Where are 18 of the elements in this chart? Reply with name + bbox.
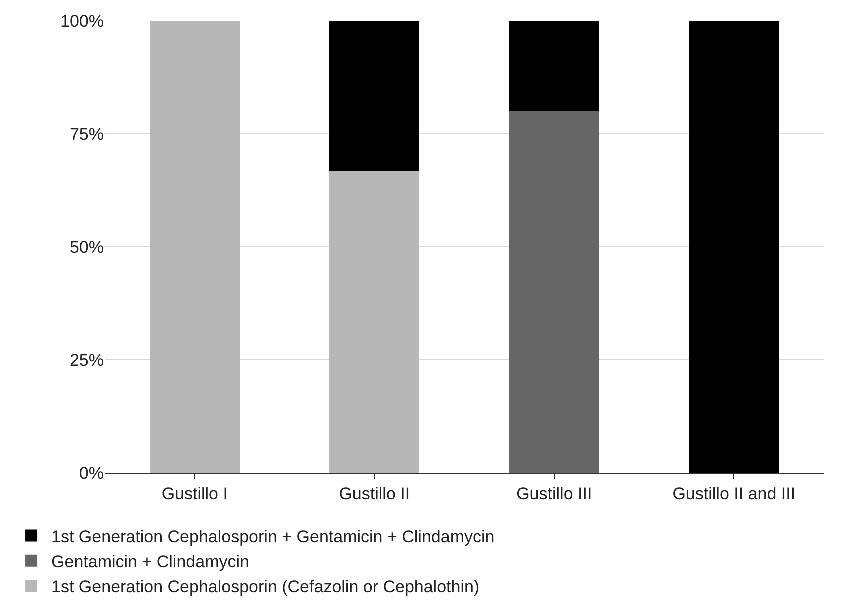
bar [330,172,420,473]
x-tick-label: Gustillo I [162,484,228,504]
legend-label: 1st Generation Cephalosporin (Cefazolin or Cephalothin) [52,578,480,597]
x-tick-label: Gustillo II [339,484,410,504]
bar [150,21,240,473]
y-tick-label: 0% [79,464,104,483]
legend-label: 1st Generation Cephalosporin + Gentamicin + Clindamycin [52,527,495,546]
y-tick-label: 100% [60,12,104,31]
bar [509,21,600,112]
y-tick-label: 75% [70,124,104,144]
x-tick-label: Gustillo III [516,484,592,504]
bar [689,21,780,473]
legend-label: Gentamicin + Clindamycin [52,552,250,572]
bar [330,21,420,172]
bar [509,111,600,473]
y-tick-label: 50% [70,238,104,257]
y-tick-label: 25% [70,350,104,370]
x-tick-label: Gustillo II and III [672,484,796,504]
